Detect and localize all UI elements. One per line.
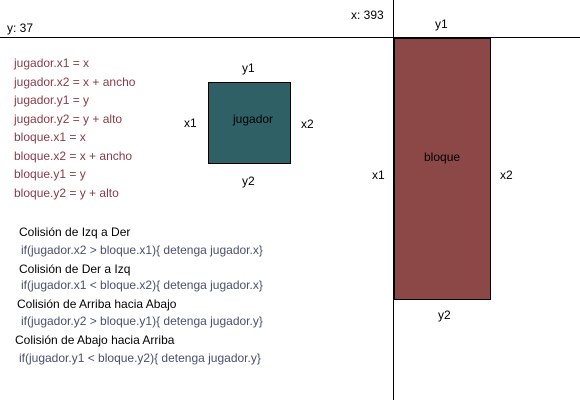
block-y2-label: y2 <box>438 308 451 322</box>
player-y2-label: y2 <box>242 174 255 188</box>
vertical-axis-line <box>393 0 394 400</box>
collision-top-bottom-code: if(jugador.y2 > bloque.y1){ detenga juga… <box>21 314 263 328</box>
player-var-y2: jugador.y2 = y + alto <box>14 111 123 126</box>
player-y1-label: y1 <box>242 61 255 75</box>
collision-bottom-top-title: Colisión de Abajo hacia Arriba <box>15 333 175 347</box>
player-vars-list: jugador.x1 = x jugador.x2 = x + ancho ju… <box>14 54 135 128</box>
collision-left-right-code: if(jugador.x2 > bloque.x1){ detenga juga… <box>21 243 263 257</box>
player-x1-label: x1 <box>184 116 197 130</box>
block-box: bloque <box>394 38 491 300</box>
x-coordinate-readout: x: 393 <box>351 8 384 22</box>
collision-bottom-top-code: if(jugador.y1 < bloque.y2){ detenga juga… <box>19 351 261 365</box>
collision-right-left-title: Colisión de Der a Izq <box>19 262 131 276</box>
y-coordinate-readout: y: 37 <box>7 21 34 35</box>
block-vars-list: bloque.x1 = x bloque.x2 = x + ancho bloq… <box>14 128 132 202</box>
block-var-y1: bloque.y1 = y <box>14 167 86 181</box>
player-x2-label: x2 <box>301 117 314 131</box>
block-x2-label: x2 <box>500 168 513 182</box>
block-x1-label: x1 <box>372 168 385 182</box>
collision-top-bottom-title: Colisión de Arriba hacia Abajo <box>17 297 177 311</box>
horizontal-axis-line <box>0 37 580 38</box>
player-box: jugador <box>208 82 291 164</box>
player-var-x2: jugador.x2 = x + ancho <box>14 74 136 89</box>
player-var-y1: jugador.y1 = y <box>14 93 90 107</box>
block-y1-label: y1 <box>435 17 448 31</box>
block-var-x2: bloque.x2 = x + ancho <box>14 148 133 163</box>
player-box-label: jugador <box>233 112 274 126</box>
player-var-x1: jugador.x1 = x <box>14 56 90 70</box>
block-var-y2: bloque.y2 = y + alto <box>14 185 119 200</box>
collision-left-right-title: Colisión de Izq a Der <box>19 225 131 239</box>
block-var-x1: bloque.x1 = x <box>14 130 86 144</box>
collision-right-left-code: if(jugador.x1 < bloque.x2){ detenga juga… <box>21 278 263 292</box>
block-box-label: bloque <box>424 150 461 164</box>
